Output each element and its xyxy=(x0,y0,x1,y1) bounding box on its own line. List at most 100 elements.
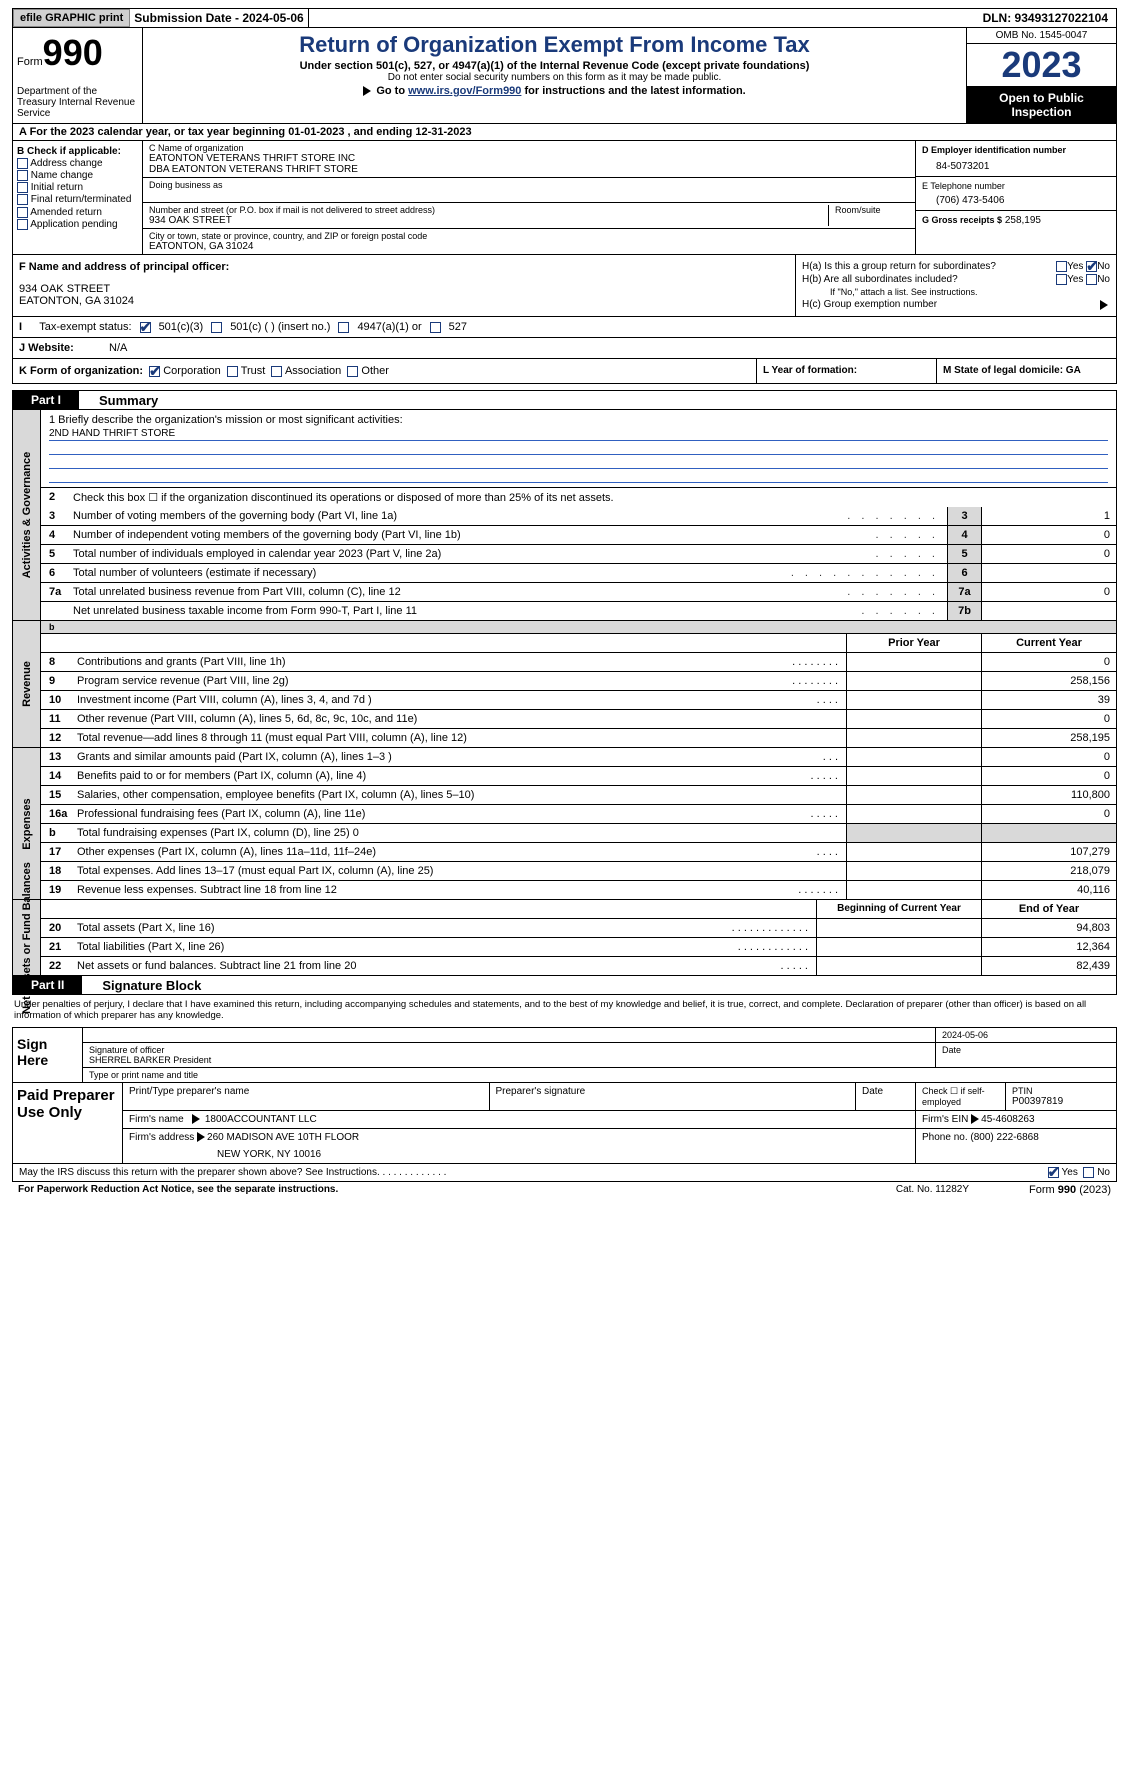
chk-name-change[interactable] xyxy=(17,170,28,181)
tax-year: 2023 xyxy=(967,44,1116,87)
goto-suffix: for instructions and the latest informat… xyxy=(521,85,745,97)
vlabel-governance: Activities & Governance xyxy=(13,410,41,620)
header-center: Return of Organization Exempt From Incom… xyxy=(143,28,966,123)
ein-label: D Employer identification number xyxy=(922,145,1110,155)
governance-section: Activities & Governance 1 Briefly descri… xyxy=(12,410,1117,621)
gov-line: 6Total number of volunteers (estimate if… xyxy=(41,564,1116,583)
chk-501c3[interactable] xyxy=(140,322,151,333)
form-subtitle: Under section 501(c), 527, or 4947(a)(1)… xyxy=(151,60,958,72)
sign-here-block: Sign Here 2024-05-06 Signature of office… xyxy=(12,1027,1117,1083)
prep-selfemp: Check ☐ if self-employed xyxy=(916,1083,1006,1110)
part1-title: Summary xyxy=(79,393,158,408)
tax-status-text: Tax-exempt status: xyxy=(39,321,131,333)
chk-527[interactable] xyxy=(430,322,441,333)
mission-blank-line xyxy=(49,469,1108,483)
ein-value: 84-5073201 xyxy=(922,155,1110,172)
chk-other[interactable] xyxy=(347,366,358,377)
tax-status-label: I xyxy=(19,321,31,333)
vlabel-netassets: Net Assets or Fund Balances xyxy=(13,900,41,975)
row-m: M State of legal domicile: GA xyxy=(936,359,1116,383)
gov-line: 5Total number of individuals employed in… xyxy=(41,545,1116,564)
exp-line: 17Other expenses (Part IX, column (A), l… xyxy=(41,843,1116,862)
gov-line: 2Check this box ☐ if the organization di… xyxy=(41,488,1116,507)
chk-address-change[interactable] xyxy=(17,158,28,169)
netassets-section: Net Assets or Fund Balances Beginning of… xyxy=(12,900,1117,976)
header-right: OMB No. 1545-0047 2023 Open to Public In… xyxy=(966,28,1116,123)
officer-label: F Name and address of principal officer: xyxy=(19,261,789,273)
irs-link[interactable]: www.irs.gov/Form990 xyxy=(408,85,521,97)
officer-addr2: EATONTON, GA 31024 xyxy=(19,295,789,307)
header-left: Form990 Department of the Treasury Inter… xyxy=(13,28,143,123)
chk-trust[interactable] xyxy=(227,366,238,377)
paid-preparer-block: Paid Preparer Use Only Print/Type prepar… xyxy=(12,1083,1117,1164)
exp-line: 16aProfessional fundraising fees (Part I… xyxy=(41,805,1116,824)
ha-yes[interactable] xyxy=(1056,261,1067,272)
current-year-hdr: Current Year xyxy=(981,634,1116,652)
dln: DLN: 93493127022104 xyxy=(983,11,1116,25)
gross-value: 258,195 xyxy=(1005,215,1041,226)
firm-ein-label: Firm's EIN xyxy=(922,1114,968,1125)
row-tax-status: I Tax-exempt status: 501(c)(3) 501(c) ( … xyxy=(12,317,1117,338)
discuss-text: May the IRS discuss this return with the… xyxy=(19,1167,380,1178)
prep-sig-hdr: Preparer's signature xyxy=(490,1083,857,1110)
net-line: 22Net assets or fund balances. Subtract … xyxy=(41,957,1116,975)
paid-preparer-label: Paid Preparer Use Only xyxy=(13,1083,123,1163)
rev-line: 8Contributions and grants (Part VIII, li… xyxy=(41,653,1116,672)
form-title: Return of Organization Exempt From Incom… xyxy=(151,32,958,58)
penalty-statement: Under penalties of perjury, I declare th… xyxy=(12,995,1117,1025)
prior-year-hdr: Prior Year xyxy=(846,634,981,652)
rev-line: 11Other revenue (Part VIII, column (A), … xyxy=(41,710,1116,729)
gov-line: 7aTotal unrelated business revenue from … xyxy=(41,583,1116,602)
ha-no[interactable] xyxy=(1086,261,1097,272)
expenses-section: Expenses 13Grants and similar amounts pa… xyxy=(12,748,1117,900)
section-b-label: b xyxy=(41,621,1116,634)
org-name-1: EATONTON VETERANS THRIFT STORE INC xyxy=(149,153,909,164)
hb-yes[interactable] xyxy=(1056,274,1067,285)
prep-name-hdr: Print/Type preparer's name xyxy=(123,1083,490,1110)
chk-initial-return[interactable] xyxy=(17,182,28,193)
row-k: K Form of organization: Corporation Trus… xyxy=(13,359,756,383)
chk-4947[interactable] xyxy=(338,322,349,333)
vlabel-revenue: Revenue xyxy=(13,621,41,747)
chk-amended[interactable] xyxy=(17,207,28,218)
hc-label: H(c) Group exemption number xyxy=(802,299,1100,310)
chk-app-pending[interactable] xyxy=(17,219,28,230)
sign-here-label: Sign Here xyxy=(13,1028,83,1082)
net-line: 20Total assets (Part X, line 16). . . . … xyxy=(41,919,1116,938)
arrow-icon xyxy=(192,1114,200,1124)
hb-no[interactable] xyxy=(1086,274,1097,285)
chk-final-return[interactable] xyxy=(17,194,28,205)
bottom-line: For Paperwork Reduction Act Notice, see … xyxy=(12,1182,1117,1198)
exp-line: 13Grants and similar amounts paid (Part … xyxy=(41,748,1116,767)
row-fgh: F Name and address of principal officer:… xyxy=(12,255,1117,317)
exp-line: 19Revenue less expenses. Subtract line 1… xyxy=(41,881,1116,899)
chk-501c[interactable] xyxy=(211,322,222,333)
chk-corp[interactable] xyxy=(149,366,160,377)
addr-label: Number and street (or P.O. box if mail i… xyxy=(149,205,828,215)
goto-prefix: Go to xyxy=(376,85,408,97)
firm-name-label: Firm's name xyxy=(129,1114,184,1125)
discuss-no[interactable] xyxy=(1083,1167,1094,1178)
firm-name: 1800ACCOUNTANT LLC xyxy=(205,1114,317,1125)
section-bcde: B Check if applicable: Address change Na… xyxy=(12,141,1117,255)
section-h: H(a) Is this a group return for subordin… xyxy=(796,255,1116,316)
website-label: J Website: xyxy=(19,342,109,354)
part2-title: Signature Block xyxy=(82,978,201,993)
discuss-yes[interactable] xyxy=(1048,1167,1059,1178)
hb-question: H(b) Are all subordinates included? xyxy=(802,274,1056,285)
chk-assoc[interactable] xyxy=(271,366,282,377)
arrow-icon xyxy=(197,1132,205,1142)
website-value: N/A xyxy=(109,342,127,354)
arrow-icon xyxy=(1100,300,1108,310)
gross-label: G Gross receipts $ xyxy=(922,215,1002,225)
cat-no: Cat. No. 11282Y xyxy=(896,1184,969,1196)
org-name-label: C Name of organization xyxy=(149,143,909,153)
net-line: 21Total liabilities (Part X, line 26). .… xyxy=(41,938,1116,957)
header: Form990 Department of the Treasury Inter… xyxy=(12,28,1117,124)
ssn-warning: Do not enter social security numbers on … xyxy=(151,72,958,83)
rev-line: 9Program service revenue (Part VIII, lin… xyxy=(41,672,1116,691)
room-label: Room/suite xyxy=(835,205,909,215)
part1-header: Part I Summary xyxy=(12,390,1117,410)
efile-print-button[interactable]: efile GRAPHIC print xyxy=(13,9,130,27)
net-col-header: Beginning of Current Year End of Year xyxy=(41,900,1116,919)
